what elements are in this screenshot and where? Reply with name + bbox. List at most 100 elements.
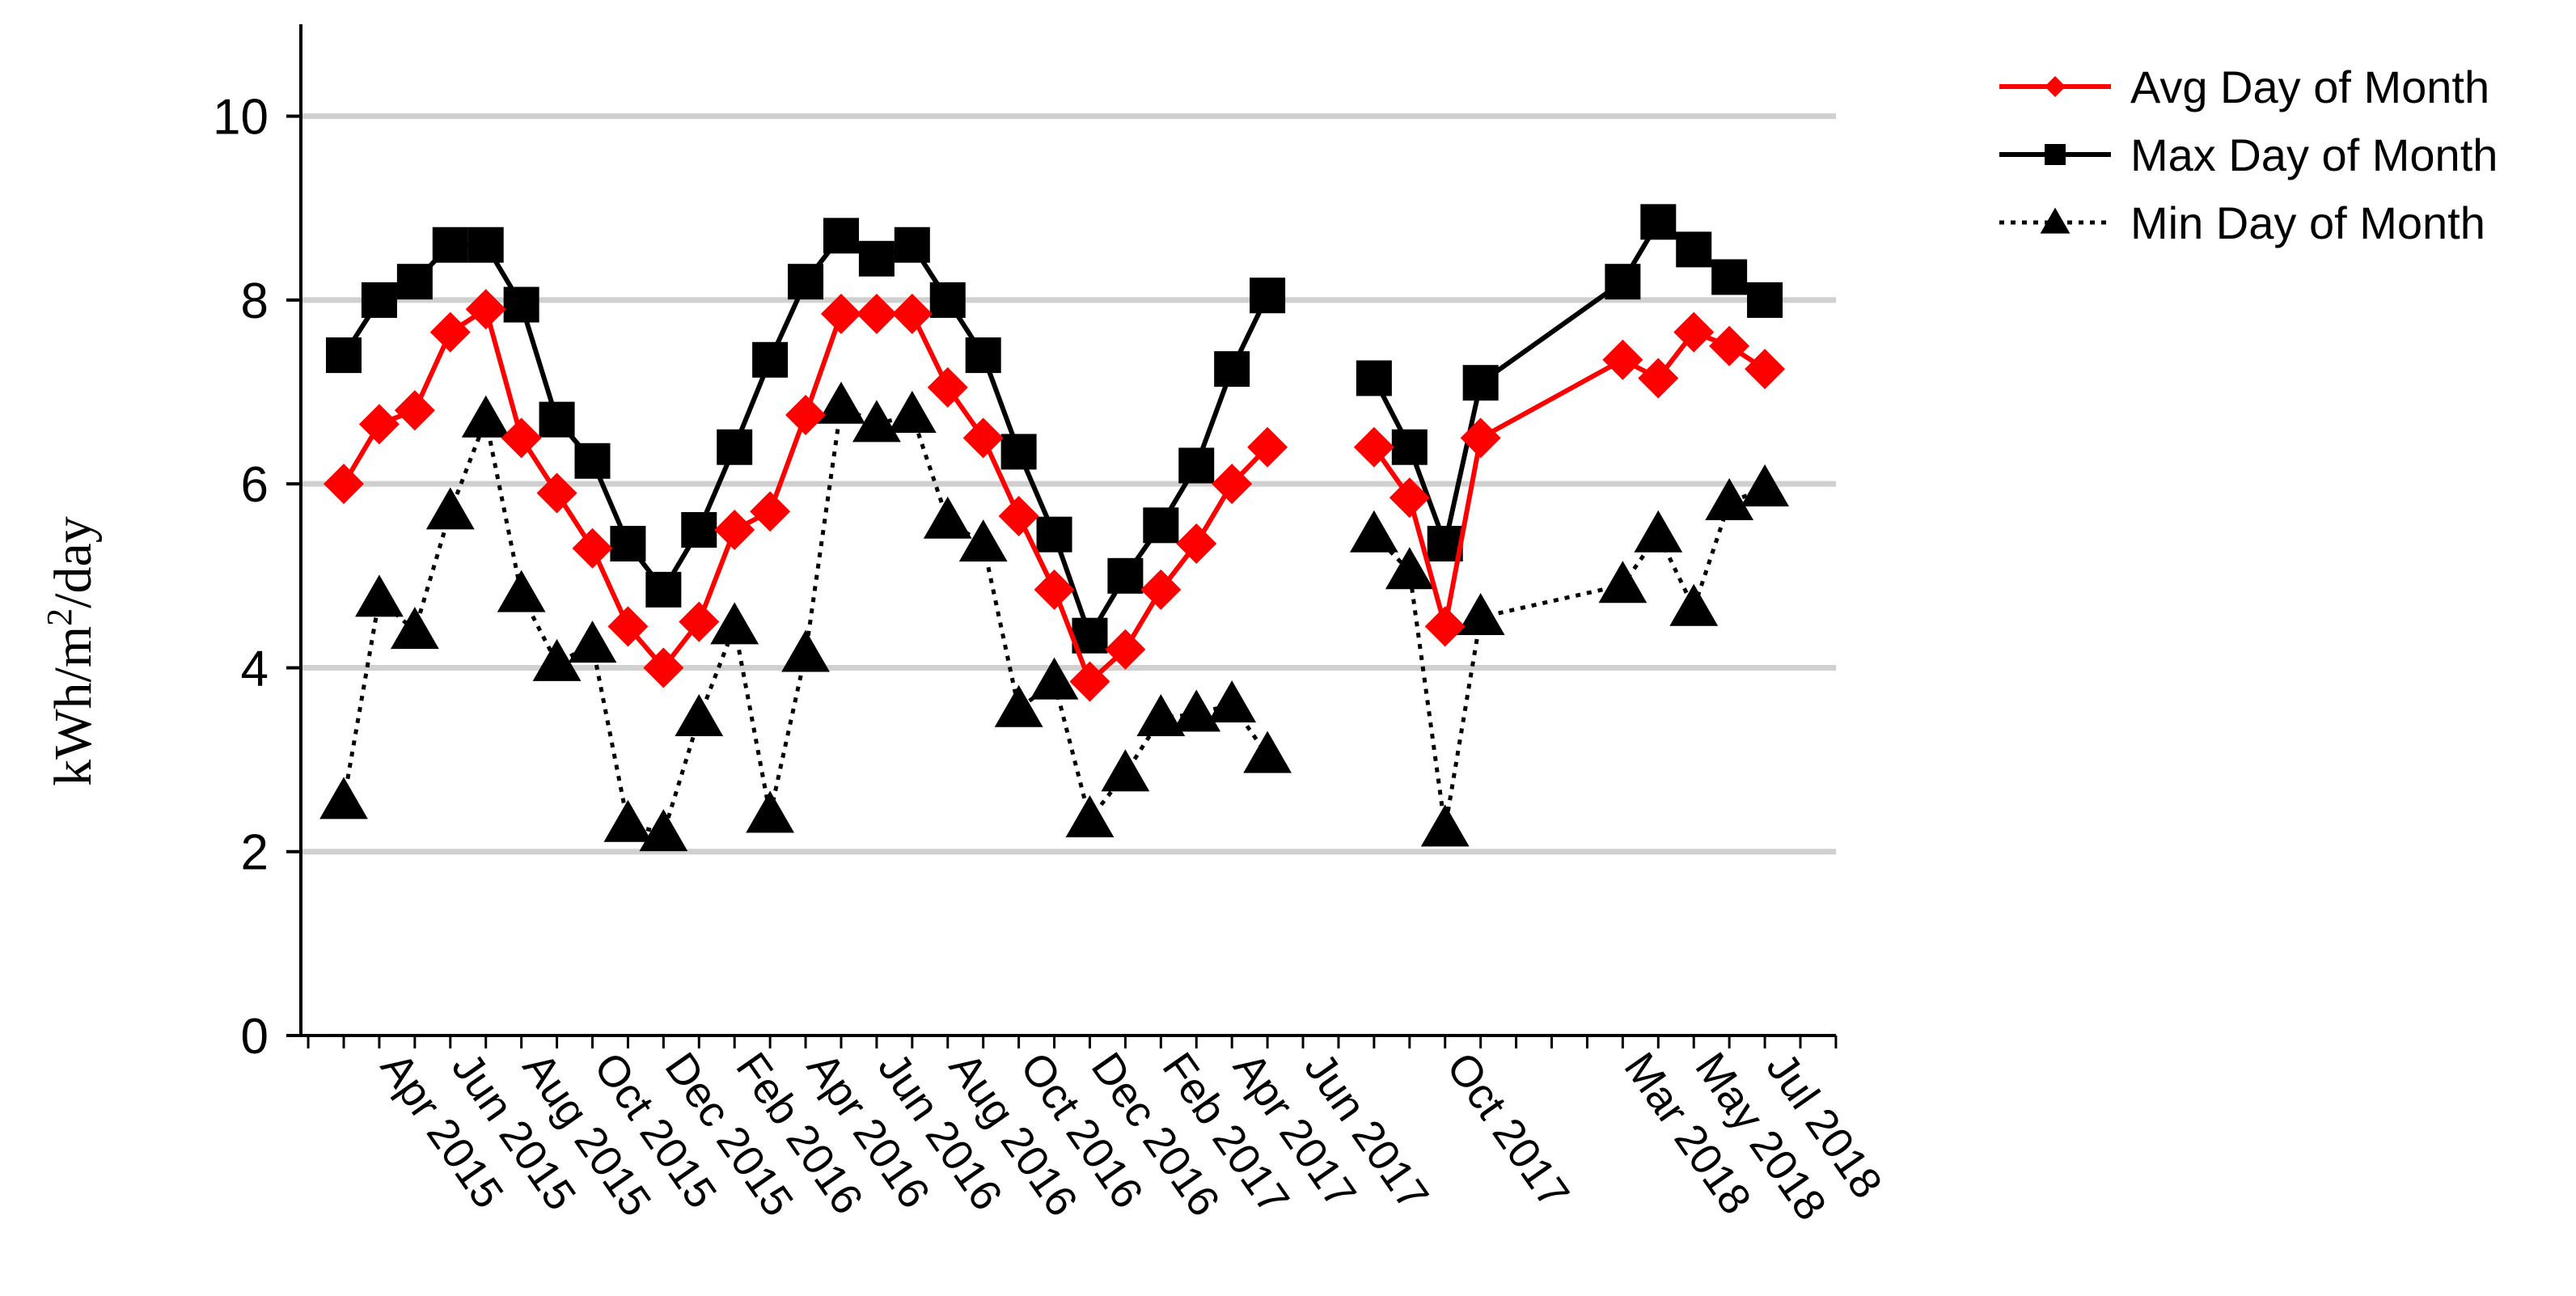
data-point-triangle: [568, 620, 617, 663]
data-point-triangle: [1101, 749, 1150, 792]
data-point-diamond: [607, 606, 649, 647]
data-point-diamond: [394, 390, 435, 431]
data-point-triangle: [958, 519, 1008, 562]
data-point-diamond: [643, 647, 684, 688]
data-point-triangle: [887, 391, 937, 434]
data-point-triangle: [603, 799, 653, 842]
y-tick-label: 8: [241, 273, 269, 329]
data-point-triangle: [817, 381, 865, 424]
data-point-square: [1391, 429, 1428, 465]
data-point-diamond: [1638, 358, 1679, 399]
series-avg-day-of-month: [324, 289, 1786, 702]
data-point-diamond: [962, 417, 1004, 459]
data-point-square: [432, 227, 468, 263]
data-point-square: [1605, 264, 1641, 300]
data-point-triangle: [1741, 464, 1789, 506]
data-point-square: [894, 227, 930, 263]
data-point-triangle: [390, 607, 439, 650]
data-point-triangle: [1705, 478, 1754, 521]
data-point-triangle: [852, 400, 901, 443]
data-point-diamond: [714, 510, 755, 550]
data-point-diamond: [1709, 325, 1750, 366]
y-axis-ticks: 0 2 4 6 8 10: [213, 90, 301, 1065]
data-point-diamond: [1140, 569, 1182, 610]
data-point-diamond: [536, 472, 577, 514]
data-point-square: [1711, 259, 1748, 295]
data-point-diamond: [324, 464, 364, 505]
data-point-triangle: [710, 602, 759, 645]
data-point-diamond: [750, 491, 791, 532]
data-point-triangle: [461, 395, 510, 438]
data-point-diamond: [1424, 606, 1466, 647]
data-point-diamond: [1353, 426, 1394, 468]
data-point-diamond: [465, 289, 506, 330]
data-point-triangle: [1349, 510, 1398, 553]
y-tick-label: 0: [241, 1009, 269, 1065]
data-point-square: [1214, 351, 1250, 388]
data-point-square: [1356, 360, 1392, 396]
data-point-square: [1107, 557, 1144, 594]
data-point-square: [717, 429, 753, 465]
data-point-triangle: [1456, 593, 1505, 636]
data-point-square: [858, 240, 895, 277]
data-point-square: [1640, 204, 1677, 240]
data-point-diamond: [1745, 349, 1786, 390]
data-point-square: [2045, 144, 2066, 165]
y-axis-label: kWh/m2/day: [40, 516, 104, 786]
data-point-diamond: [2045, 76, 2066, 97]
data-point-diamond: [1460, 417, 1501, 459]
y-tick-label: 4: [241, 641, 269, 697]
data-point-triangle: [1598, 561, 1648, 604]
series-line: [1372, 219, 1766, 547]
data-point-triangle: [1634, 510, 1683, 553]
y-axis-label-unit: /day: [44, 516, 103, 608]
data-point-square: [1747, 282, 1783, 318]
data-point-diamond: [572, 527, 613, 569]
data-point-diamond: [856, 293, 897, 334]
legend-label: Min Day of Month: [2130, 197, 2485, 248]
data-point-square: [503, 286, 539, 323]
data-point-triangle: [1243, 731, 1292, 773]
data-point-diamond: [820, 293, 861, 334]
y-axis-label-superscript: 2: [40, 608, 79, 626]
data-point-triangle: [2040, 207, 2071, 234]
data-point-square: [1462, 365, 1499, 401]
data-point-square: [1250, 277, 1286, 314]
data-point-diamond: [1602, 339, 1643, 380]
data-point-square: [1143, 507, 1179, 544]
data-point-square: [929, 282, 966, 318]
data-point-triangle: [1208, 680, 1257, 723]
data-point-triangle: [639, 809, 688, 852]
legend-item: Max Day of Month: [1999, 129, 2498, 180]
data-point-square: [1036, 516, 1072, 553]
data-point-diamond: [785, 394, 827, 435]
data-point-diamond: [1247, 426, 1288, 468]
data-point-triangle: [319, 777, 368, 820]
legend-label: Avg Day of Month: [2130, 61, 2489, 112]
data-point-square: [396, 264, 433, 300]
x-tick-label: Oct 2017: [1437, 1044, 1579, 1217]
legend: Avg Day of Month Max Day of Month Min Day …: [1999, 61, 2498, 248]
data-point-diamond: [1069, 661, 1110, 702]
data-point-triangle: [1669, 583, 1719, 626]
data-point-diamond: [1673, 311, 1715, 353]
data-point-triangle: [1420, 804, 1470, 847]
data-point-square: [645, 571, 682, 608]
series-line: [1372, 329, 1766, 629]
data-point-triangle: [746, 790, 795, 833]
data-point-square: [574, 443, 611, 479]
data-point-diamond: [679, 601, 720, 642]
data-point-square: [965, 337, 1001, 374]
legend-label: Max Day of Month: [2130, 129, 2498, 180]
data-point-square: [610, 526, 646, 562]
data-point-triangle: [1030, 657, 1079, 700]
data-point-triangle: [781, 629, 830, 672]
data-point-triangle: [497, 570, 546, 612]
data-point-triangle: [675, 694, 724, 737]
data-point-triangle: [355, 574, 404, 617]
data-point-triangle: [425, 487, 475, 530]
data-point-triangle: [923, 496, 972, 539]
data-point-square: [326, 337, 362, 374]
data-point-diamond: [429, 311, 471, 353]
